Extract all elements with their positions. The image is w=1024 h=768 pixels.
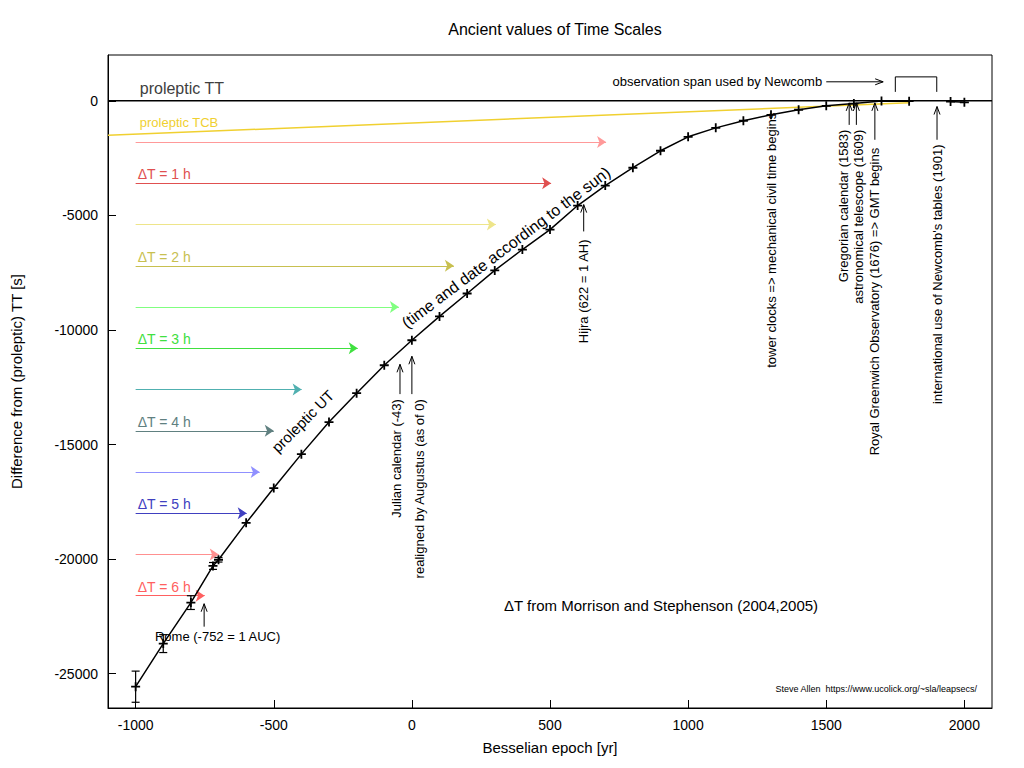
svg-text:realigned by Augustus (as of 0: realigned by Augustus (as of 0) (412, 399, 427, 578)
svg-text:Gregorian calendar (1583): Gregorian calendar (1583) (836, 130, 851, 282)
svg-text:Royal Greenwich Observatory (1: Royal Greenwich Observatory (1676) => GM… (867, 147, 882, 455)
svg-text:-10000: -10000 (54, 322, 98, 338)
svg-text:ΔT = 4 h: ΔT = 4 h (138, 414, 191, 430)
svg-text:-1000: -1000 (118, 717, 154, 733)
svg-text:1500: 1500 (811, 717, 842, 733)
svg-text:ΔT = 2 h: ΔT = 2 h (138, 249, 191, 265)
svg-text:proleptic TT: proleptic TT (140, 80, 224, 97)
svg-text:-15000: -15000 (54, 437, 98, 453)
svg-text:Ancient values of Time Scales: Ancient values of Time Scales (448, 21, 661, 38)
svg-text:astronomical telescope (1609): astronomical telescope (1609) (851, 130, 866, 304)
svg-text:proleptic UT: proleptic UT (268, 387, 337, 456)
svg-text:proleptic TCB: proleptic TCB (140, 115, 219, 130)
svg-text:Difference from (proleptic) TT: Difference from (proleptic) TT [s] (8, 274, 25, 489)
svg-text:ΔT = 3 h: ΔT = 3 h (138, 331, 191, 347)
svg-text:tower clocks => mechanical civ: tower clocks => mechanical civil time be… (764, 112, 779, 368)
svg-text:500: 500 (538, 717, 562, 733)
svg-text:Steve Allen https://www.ucoli: Steve Allen https://www.ucolick.org/~sla… (776, 684, 978, 694)
svg-text:0: 0 (90, 93, 98, 109)
svg-text:0: 0 (408, 717, 416, 733)
svg-text:observation span used by Newco: observation span used by Newcomb (613, 74, 823, 89)
svg-text:-20000: -20000 (54, 551, 98, 567)
svg-text:ΔT = 6 h: ΔT = 6 h (138, 579, 191, 595)
svg-text:Hijra (622 = 1 AH): Hijra (622 = 1 AH) (576, 239, 591, 343)
svg-text:1000: 1000 (673, 717, 704, 733)
svg-text:Julian calendar (-43): Julian calendar (-43) (389, 399, 404, 518)
svg-text:international use of Newcomb's: international use of Newcomb's tables (1… (930, 144, 945, 404)
svg-text:-5000: -5000 (62, 207, 98, 223)
svg-text:(time and date according to th: (time and date according to the sun) (399, 164, 614, 332)
svg-text:Besselian epoch [yr]: Besselian epoch [yr] (482, 739, 617, 756)
svg-text:ΔT = 1 h: ΔT = 1 h (138, 166, 191, 182)
svg-text:-500: -500 (260, 717, 288, 733)
svg-text:ΔT = 5 h: ΔT = 5 h (138, 496, 191, 512)
svg-text:ΔT from Morrison and Stephenso: ΔT from Morrison and Stephenson (2004,20… (504, 597, 818, 614)
svg-text:2000: 2000 (949, 717, 980, 733)
svg-text:-25000: -25000 (54, 666, 98, 682)
svg-text:Rome (-752 = 1 AUC): Rome (-752 = 1 AUC) (155, 629, 280, 644)
